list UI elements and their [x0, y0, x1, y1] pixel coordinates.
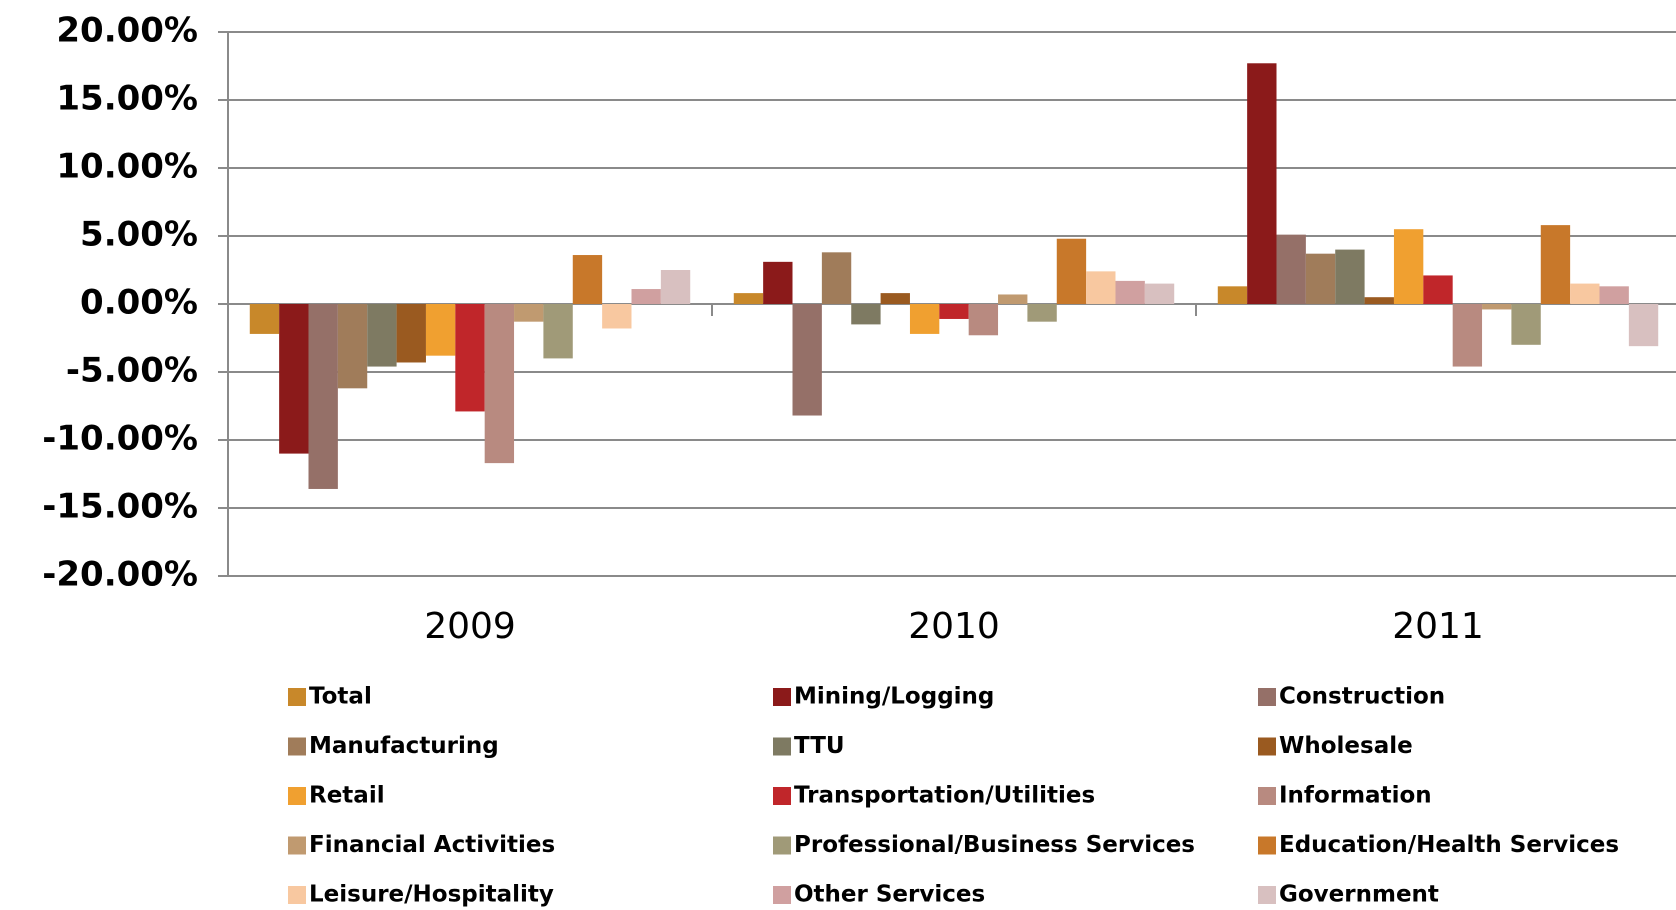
legend-label: Leisure/Hospitality	[309, 882, 554, 908]
bar	[1511, 304, 1541, 345]
bar	[484, 304, 515, 464]
legend-swatch	[1258, 688, 1276, 706]
legend-label: Retail	[309, 783, 385, 809]
bar	[249, 304, 280, 334]
bar	[602, 304, 632, 329]
legend-swatch	[288, 688, 306, 706]
bar	[1027, 304, 1057, 322]
bar	[1335, 249, 1365, 304]
bar	[968, 304, 999, 336]
bar	[792, 304, 822, 416]
legend-swatch	[773, 737, 791, 756]
bar	[1144, 283, 1175, 304]
y-tick-label: -10.00%	[42, 419, 198, 459]
bar	[543, 304, 573, 359]
legend-swatch	[288, 737, 306, 756]
x-tick-label: 2010	[908, 606, 1000, 647]
legend-swatch	[288, 787, 306, 805]
bar	[1056, 238, 1087, 304]
bar	[425, 304, 456, 356]
bar	[1393, 229, 1424, 304]
bar	[631, 289, 661, 304]
bar	[733, 293, 764, 304]
bar	[1482, 304, 1512, 310]
legend-label: Information	[1279, 783, 1432, 809]
legend-swatch	[773, 787, 791, 805]
legend-swatch	[1258, 787, 1276, 805]
bar	[337, 304, 368, 389]
legend-label: Total	[309, 684, 372, 710]
bar	[514, 304, 544, 322]
y-tick-label: -20.00%	[42, 555, 198, 595]
legend-swatch	[773, 688, 791, 706]
bar	[1217, 286, 1248, 304]
bar	[396, 304, 426, 363]
legend-label: Financial Activities	[309, 832, 555, 858]
bar	[1115, 280, 1145, 304]
legend-label: Construction	[1279, 684, 1445, 710]
y-tick-label: 10.00%	[56, 147, 198, 187]
bar	[998, 294, 1028, 304]
legend-swatch	[773, 886, 791, 904]
bar	[455, 304, 485, 412]
bar	[660, 270, 691, 304]
bar	[1628, 304, 1659, 347]
y-tick-label: 15.00%	[56, 79, 198, 119]
legend-label: Other Services	[794, 882, 985, 908]
bar	[279, 304, 309, 454]
bar	[1599, 286, 1629, 304]
y-tick-label: -5.00%	[66, 351, 198, 391]
y-tick-label: 0.00%	[80, 283, 198, 323]
y-tick-label: 20.00%	[56, 11, 198, 51]
y-tick-label: -15.00%	[42, 487, 198, 527]
bar	[1364, 297, 1394, 304]
y-tick-label: 5.00%	[80, 215, 198, 255]
legend-swatch	[288, 886, 306, 904]
bar	[1305, 253, 1336, 304]
bar	[1086, 271, 1116, 304]
bar	[939, 304, 969, 319]
bar	[1540, 225, 1571, 304]
bar	[308, 304, 338, 489]
legend-label: Education/Health Services	[1279, 832, 1619, 858]
legend-label: Wholesale	[1279, 733, 1413, 759]
bar	[851, 304, 881, 325]
legend-label: Manufacturing	[309, 733, 499, 759]
bar	[1452, 304, 1483, 367]
legend-label: Government	[1279, 882, 1439, 908]
bar	[763, 261, 793, 304]
bar	[1247, 63, 1277, 304]
bar	[1423, 275, 1453, 304]
legend-swatch	[1258, 737, 1276, 756]
bar	[909, 304, 940, 334]
legend-swatch	[1258, 886, 1276, 904]
legend-swatch	[773, 836, 791, 855]
legend-swatch	[1258, 836, 1276, 855]
x-tick-label: 2011	[1392, 606, 1484, 647]
bar	[367, 304, 397, 367]
x-tick-label: 2009	[424, 606, 516, 647]
bar	[572, 255, 603, 304]
legend-label: Mining/Logging	[794, 684, 994, 710]
bar	[1276, 234, 1306, 304]
legend-swatch	[288, 836, 306, 855]
legend-label: Transportation/Utilities	[794, 783, 1095, 809]
legend-label: Professional/Business Services	[794, 832, 1195, 858]
bar	[880, 293, 910, 304]
legend-label: TTU	[794, 733, 845, 759]
bar	[1570, 283, 1600, 304]
bar	[821, 252, 852, 304]
